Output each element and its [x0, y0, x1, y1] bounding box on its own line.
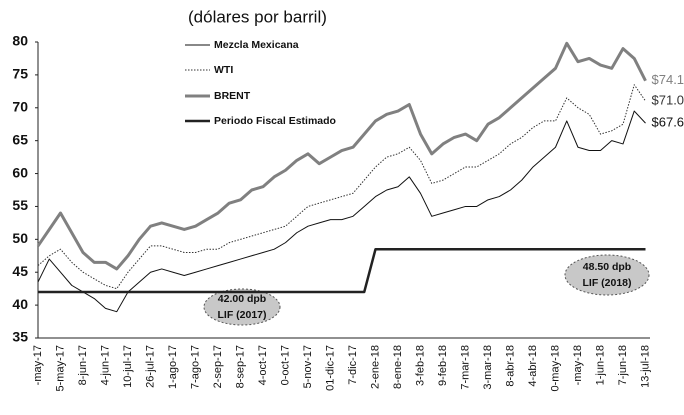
- x-tick-label: 7-ago-17: [189, 345, 201, 389]
- x-tick-label: 3-feb-18: [414, 345, 426, 386]
- value-label: $71.03: [652, 92, 684, 107]
- y-tick-label: 80: [12, 33, 28, 49]
- x-tick-label: 3-mar-18: [482, 345, 494, 390]
- legend-label: Periodo Fiscal Estimado: [214, 115, 336, 127]
- x-tick-label: 7-mar-18: [459, 345, 471, 390]
- x-tick-label: 7-dic-17: [347, 345, 359, 385]
- x-tick-label: 0-oct-17: [279, 345, 291, 385]
- series-line: [37, 84, 646, 290]
- x-tick-label: -may-18: [572, 345, 584, 385]
- x-tick-label: 8-sep-17: [234, 345, 246, 388]
- x-tick-label: 4-jun-17: [99, 345, 111, 385]
- series-line: [38, 247, 646, 294]
- annotation-text: 42.00 dpb: [218, 293, 266, 305]
- x-tick-label: 2-ene-18: [369, 345, 381, 389]
- x-tick-label: 4-oct-17: [257, 345, 269, 385]
- annotation-bubble: [564, 254, 650, 296]
- chart-title: (dólares por barril): [188, 7, 327, 26]
- annotation-text: LIF (2017): [217, 309, 266, 321]
- x-tick-label: 01-dic-17: [324, 345, 336, 391]
- x-tick-label: 1-ago-17: [167, 345, 179, 389]
- y-tick-label: 65: [12, 131, 28, 147]
- x-tick-label: 5-may-17: [54, 345, 66, 391]
- x-tick-label: 8-jun-17: [77, 345, 89, 385]
- y-tick-label: 45: [12, 263, 28, 279]
- x-tick-label: 8-abr-18: [504, 345, 516, 387]
- y-tick-label: 70: [12, 98, 28, 114]
- y-tick-label: 35: [12, 329, 28, 345]
- x-tick-label: 13-jul-18: [639, 345, 651, 388]
- series-line: [36, 41, 647, 271]
- annotation-text: 48.50 dpb: [583, 261, 631, 273]
- y-tick-label: 50: [12, 230, 28, 246]
- y-tick-label: 40: [12, 296, 28, 312]
- legend-label: WTI: [214, 64, 233, 76]
- x-tick-label: 1-jun-18: [594, 345, 606, 385]
- annotation-bubble: [203, 288, 281, 326]
- x-tick-label: 26-jul-17: [144, 345, 156, 388]
- legend-label: Mezcla Mexicana: [214, 39, 299, 51]
- x-tick-label: 5-nov-17: [302, 345, 314, 388]
- y-tick-label: 60: [12, 164, 28, 180]
- value-label: $74.11: [652, 72, 684, 87]
- value-label: $67.67: [652, 115, 684, 130]
- series-line: [37, 110, 646, 313]
- annotation-text: LIF (2018): [582, 277, 631, 289]
- x-tick-label: 0-may-18: [549, 345, 561, 391]
- y-tick-label: 75: [12, 66, 28, 82]
- x-tick-label: 10-jul-17: [122, 345, 134, 388]
- x-tick-label: 9-feb-18: [437, 345, 449, 386]
- x-tick-label: 4-abr-18: [527, 345, 539, 387]
- x-tick-label: 2-sep-17: [212, 345, 224, 388]
- y-tick-label: 55: [12, 197, 28, 213]
- x-tick-label: 8-ene-18: [392, 345, 404, 389]
- x-tick-label: -may-17: [32, 345, 44, 385]
- legend-label: BRENT: [214, 90, 251, 102]
- x-tick-label: 7-jun-18: [617, 345, 629, 385]
